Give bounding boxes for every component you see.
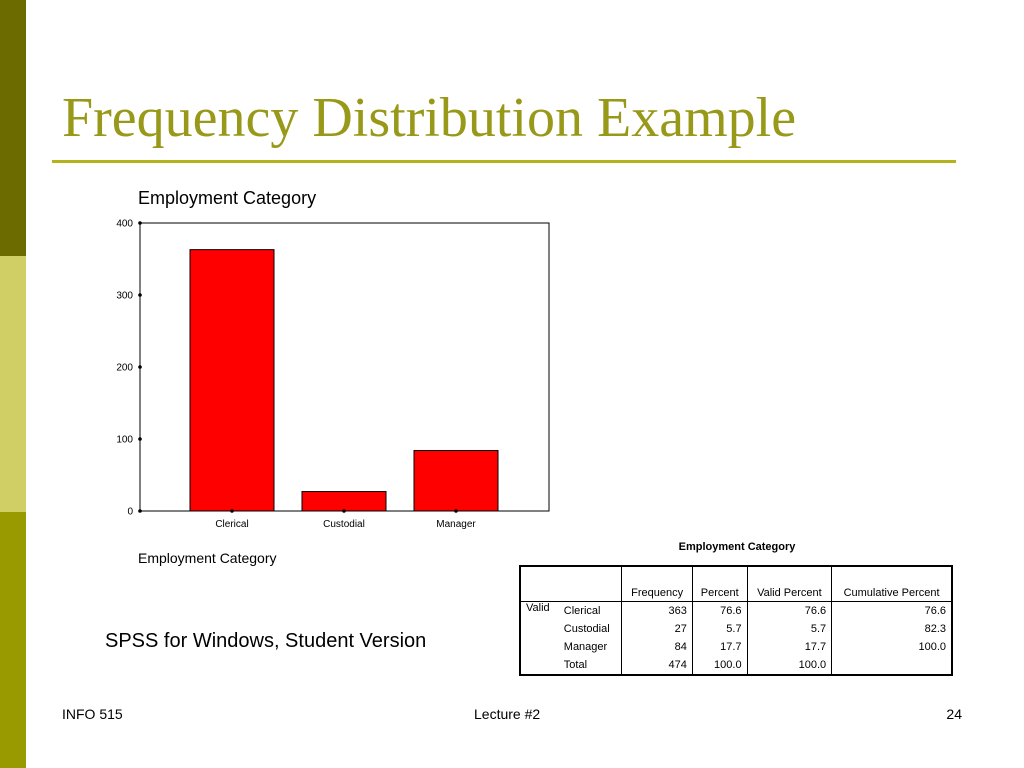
bar-custodial	[301, 491, 387, 512]
header-percent: Percent	[692, 566, 748, 602]
cell-cumulative: 82.3	[831, 620, 952, 638]
x-tick-mark	[454, 509, 458, 513]
footer-course: INFO 515	[62, 706, 123, 722]
table-title: Employment Category	[678, 541, 796, 553]
bar-chart: 0 100 200 300 400 Clerical Custodial Manager	[116, 219, 550, 530]
cell-frequency: 84	[621, 638, 693, 656]
cell-valid-percent: 5.7	[746, 620, 832, 638]
footer-lecture: Lecture #2	[474, 706, 541, 722]
cell-percent: 100.0	[691, 656, 748, 675]
table-row: Manager 84 17.7 17.7 100.0	[520, 638, 952, 656]
row-label: Custodial	[563, 623, 610, 635]
frequency-table: Frequency Percent Valid Percent Cumulati…	[519, 565, 953, 676]
y-tick-label: 200	[116, 363, 133, 374]
slide-title: Frequency Distribution Example	[62, 87, 797, 149]
table-header-row: Frequency Percent Valid Percent Cumulati…	[520, 566, 952, 602]
y-tick-mark	[138, 221, 142, 225]
y-tick-label: 400	[116, 219, 133, 230]
cell-percent: 17.7	[691, 638, 748, 656]
footer-slide-number: 24	[946, 706, 962, 722]
x-tick-label: Clerical	[215, 519, 248, 530]
bar-manager	[413, 450, 499, 512]
row-group-label: Valid	[526, 602, 550, 614]
chart-title: Employment Category	[138, 188, 317, 208]
table-corner-cell	[520, 566, 623, 602]
bar-clerical	[189, 249, 275, 512]
cell-percent: 76.6	[691, 601, 748, 620]
y-tick-mark	[138, 365, 142, 369]
sidebar-strip-top	[0, 0, 26, 256]
row-label: Total	[563, 659, 588, 671]
y-tick-mark	[138, 293, 142, 297]
y-tick-label: 300	[116, 291, 133, 302]
sidebar-strip-bottom	[0, 512, 26, 768]
cell-valid-percent: 100.0	[746, 656, 832, 675]
x-tick-mark	[342, 509, 346, 513]
y-tick-label: 100	[116, 435, 133, 446]
y-tick-mark	[138, 437, 142, 441]
table-row: Custodial 27 5.7 5.7 82.3	[520, 620, 952, 638]
x-tick-label: Custodial	[323, 519, 365, 530]
header-valid-percent: Valid Percent	[747, 566, 833, 602]
title-divider	[52, 160, 956, 163]
cell-frequency: 474	[621, 656, 693, 675]
cell-cumulative	[831, 656, 952, 675]
x-tick-mark	[230, 509, 234, 513]
cell-valid-percent: 17.7	[746, 638, 832, 656]
cell-cumulative: 100.0	[831, 638, 952, 656]
cell-frequency: 27	[621, 620, 693, 638]
header-cumulative-percent: Cumulative Percent	[831, 566, 952, 602]
header-frequency: Frequency	[621, 566, 693, 602]
x-tick-label: Manager	[436, 519, 476, 530]
table-row: Valid Clerical 363 76.6 76.6 76.6	[520, 601, 952, 620]
row-label: Manager	[563, 641, 608, 653]
y-tick-label: 0	[127, 507, 133, 518]
cell-frequency: 363	[621, 601, 693, 620]
table-row-total: Total 474 100.0 100.0	[520, 656, 952, 675]
cell-percent: 5.7	[691, 620, 748, 638]
sidebar-strip-middle	[0, 256, 26, 512]
y-tick-mark	[138, 509, 142, 513]
spss-watermark: SPSS for Windows, Student Version	[105, 630, 427, 652]
chart-caption: Employment Category	[138, 550, 277, 566]
cell-valid-percent: 76.6	[746, 601, 832, 620]
row-label: Clerical	[563, 605, 601, 617]
cell-cumulative: 76.6	[831, 601, 952, 620]
